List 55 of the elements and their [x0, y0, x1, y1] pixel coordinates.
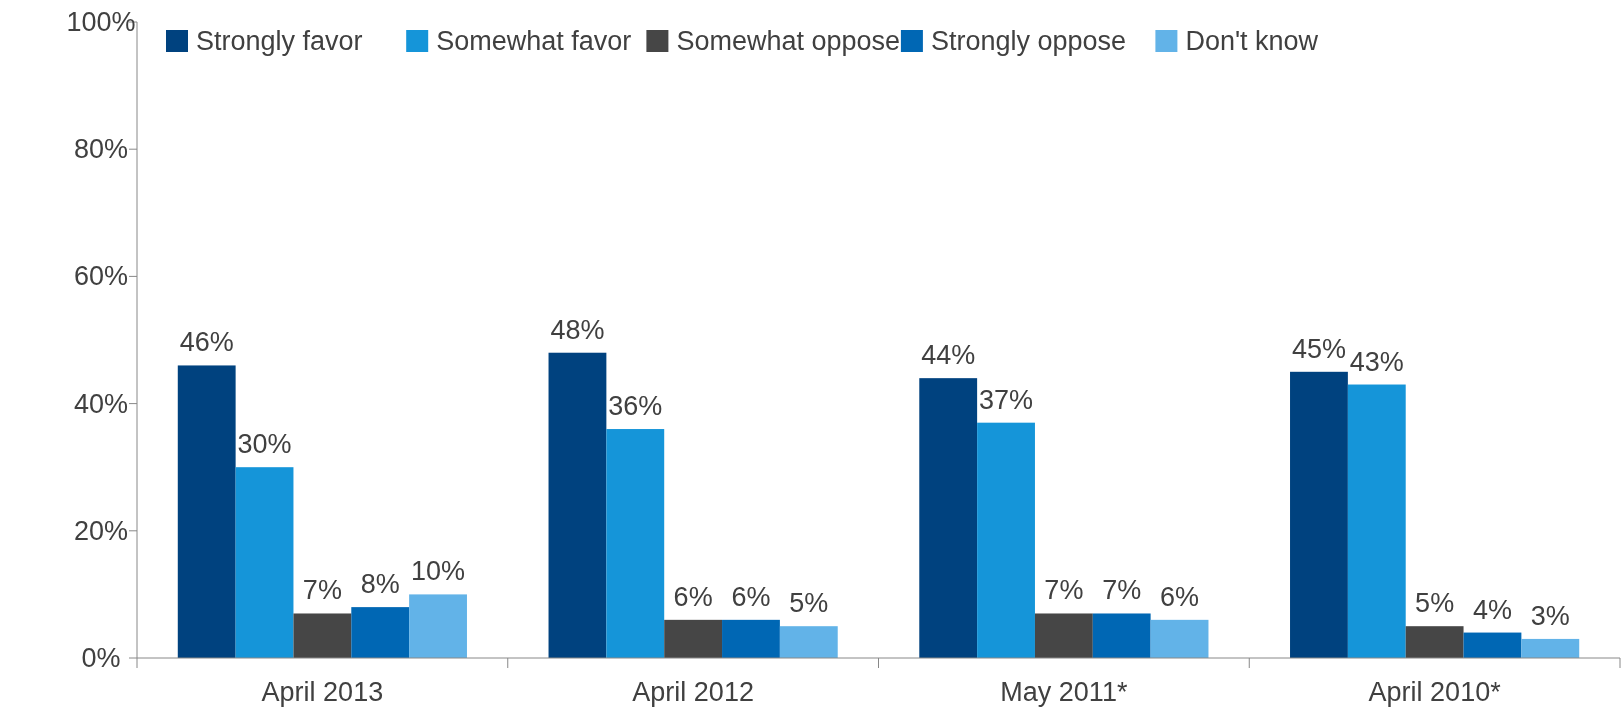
data-label: 7%: [302, 575, 342, 606]
y-tick-label: 80%: [73, 134, 129, 165]
data-label: 4%: [1472, 594, 1512, 625]
data-label: 7%: [1044, 575, 1084, 606]
data-label: 46%: [179, 327, 234, 358]
data-label: 6%: [673, 581, 713, 612]
bar: [409, 594, 467, 658]
bar: [548, 352, 607, 658]
bar: [1463, 632, 1522, 658]
bar: [1521, 638, 1580, 658]
data-label: 36%: [608, 391, 663, 422]
y-tick-label: 20%: [73, 515, 129, 546]
bar: [177, 365, 236, 658]
legend-label: Don't know: [1185, 26, 1319, 56]
data-label: 43%: [1349, 346, 1404, 377]
bar: [1034, 613, 1093, 658]
legend-label: Somewhat favor: [436, 26, 632, 56]
data-label: 30%: [237, 429, 292, 460]
data-label: 37%: [979, 384, 1034, 415]
legend-label: Strongly oppose: [930, 26, 1127, 56]
y-tick-label: 40%: [73, 388, 129, 419]
x-tick-label: April 2013: [261, 677, 384, 707]
legend-label: Strongly favor: [196, 26, 363, 56]
data-label: 44%: [921, 340, 976, 371]
y-tick-label: 60%: [73, 261, 129, 292]
bar: [977, 422, 1035, 658]
bar: [919, 378, 978, 658]
bar: [351, 607, 410, 658]
bar: [1290, 371, 1348, 658]
bar: [235, 467, 294, 658]
legend-label: Somewhat oppose: [676, 26, 901, 56]
x-tick-label: April 2012: [632, 677, 754, 707]
bar: [606, 429, 665, 658]
data-label: 10%: [411, 556, 466, 587]
data-label: 6%: [731, 581, 771, 612]
x-tick-label: May 2011*: [1000, 677, 1128, 707]
data-label: 6%: [1160, 581, 1200, 612]
y-tick-label: 100%: [66, 7, 136, 37]
data-label: 3%: [1530, 600, 1570, 631]
y-tick-label: 0%: [81, 643, 121, 673]
bar: [1405, 626, 1464, 658]
data-label: 8%: [360, 569, 400, 600]
bar: [1347, 384, 1406, 658]
data-label: 5%: [1415, 588, 1455, 619]
bar: [722, 619, 780, 658]
bar: [664, 619, 723, 658]
bar: [293, 613, 352, 658]
data-label: 48%: [550, 314, 605, 345]
data-label: 5%: [789, 588, 829, 619]
bar: [1092, 613, 1151, 658]
bar: [779, 626, 838, 658]
bar: [1150, 619, 1209, 658]
x-tick-label: April 2010*: [1368, 677, 1502, 707]
data-label: 45%: [1291, 333, 1346, 364]
data-label: 7%: [1102, 575, 1142, 606]
